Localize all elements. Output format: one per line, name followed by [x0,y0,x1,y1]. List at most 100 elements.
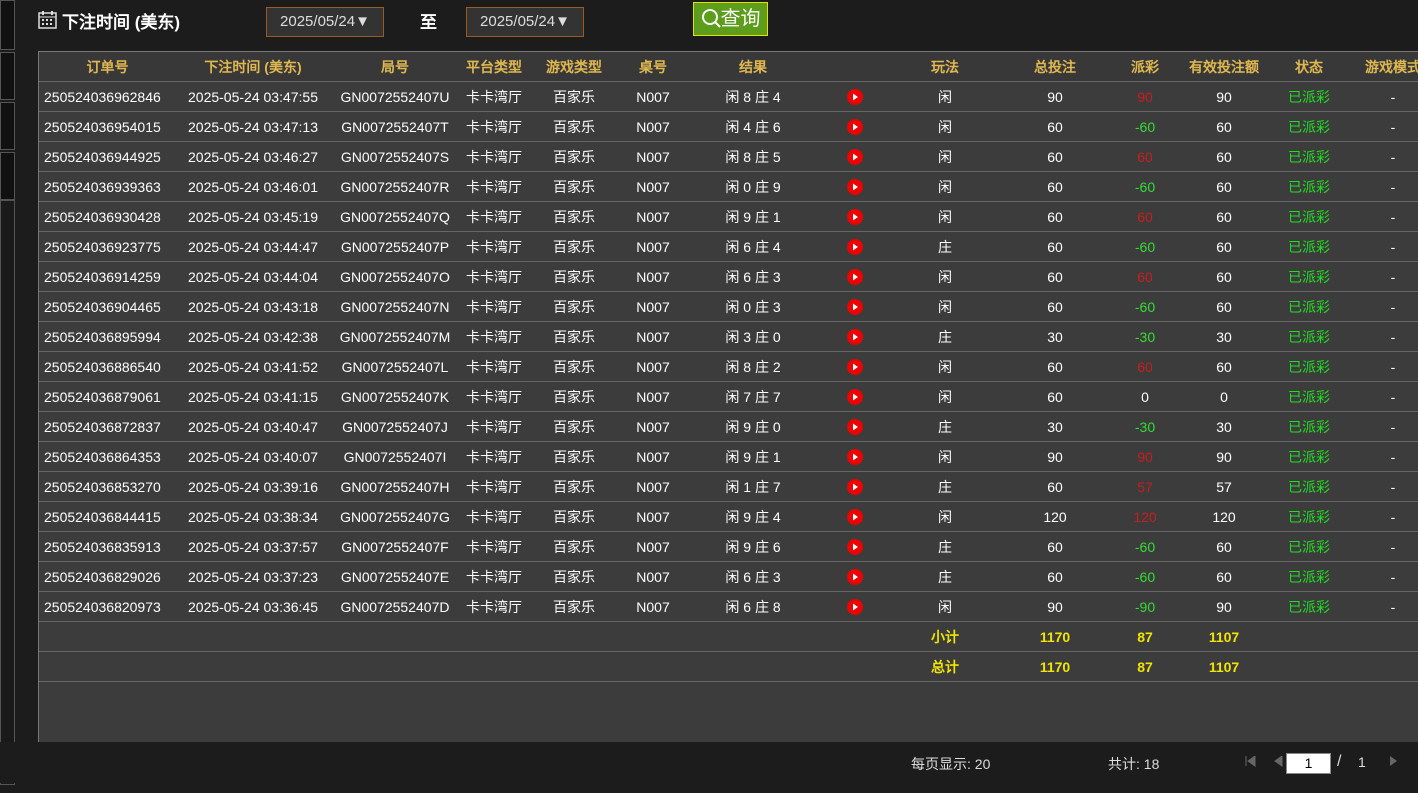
cell: 百家乐 [528,321,620,352]
page-input[interactable]: 1 [1286,753,1331,774]
cell: GN0072552407F [330,531,460,562]
cell: GN0072552407I [330,441,460,472]
cell: 30 [1000,411,1110,442]
play-icon[interactable] [847,449,863,465]
cell: 60 [1000,111,1110,142]
header-row: 订单号 下注时间 (美东) 局号 平台类型 游戏类型 桌号 结果 玩法 总投注 派彩 有效投注额 状态… [39,52,1418,82]
cell: 闲 9 庄 1 [686,201,820,232]
play-icon[interactable] [847,119,863,135]
cell: 250524036895994 [39,321,176,352]
cell: - [1350,531,1418,562]
cell: 闲 9 庄 6 [686,531,820,562]
play-icon[interactable] [847,329,863,345]
cell: - [1350,291,1418,322]
cell: 60 [1110,201,1180,232]
cell: 百家乐 [528,291,620,322]
empty-cell [686,651,820,682]
cell: -60 [1110,531,1180,562]
start-date[interactable]: 2025/05/24▼ [266,7,384,37]
cell: 90 [1000,591,1110,622]
end-date[interactable]: 2025/05/24▼ [466,7,584,37]
page-separator: / [1337,753,1342,770]
cell: 闲 [890,381,1000,412]
total-cell: 1170 [1000,621,1110,652]
video-cell [820,351,890,382]
column-header: 派彩 [1110,52,1180,82]
column-header: 局号 [330,52,460,82]
cell: 卡卡湾厅 [460,321,528,352]
cell: 闲 [890,291,1000,322]
cell: 已派彩 [1268,441,1350,472]
empty-cell [820,621,890,652]
cell: 60 [1000,381,1110,412]
cell: N007 [620,291,686,322]
video-cell [820,321,890,352]
cell: 2025-05-24 03:37:23 [176,561,330,592]
column-header: 下注时间 (美东) [176,52,330,82]
cell: GN0072552407J [330,411,460,442]
cell: 百家乐 [528,591,620,622]
cell: 60 [1000,291,1110,322]
cell: 百家乐 [528,261,620,292]
play-icon[interactable] [847,389,863,405]
search-button[interactable]: 查询 [693,2,768,36]
cell: 2025-05-24 03:47:55 [176,81,330,112]
cell: 60 [1180,231,1268,262]
cell: 卡卡湾厅 [460,231,528,262]
column-header: 有效投注额 [1180,52,1268,82]
cell: 闲 3 庄 0 [686,321,820,352]
play-icon[interactable] [847,179,863,195]
cell: GN0072552407M [330,321,460,352]
bet-row: 250524036914259 2025-05-24 03:44:04 GN0072… [39,261,1418,292]
play-icon[interactable] [847,569,863,585]
play-icon[interactable] [847,359,863,375]
total-cell: 87 [1110,651,1180,682]
cell: 庄 [890,411,1000,442]
cell: N007 [620,201,686,232]
cell: 250524036879061 [39,381,176,412]
play-icon[interactable] [847,509,863,525]
play-icon[interactable] [847,299,863,315]
filter-label: 下注时间 (美东) [62,13,181,32]
play-icon[interactable] [847,539,863,555]
video-cell [820,441,890,472]
cell: 250524036820973 [39,591,176,622]
play-icon[interactable] [847,209,863,225]
cell: 60 [1000,201,1110,232]
play-icon[interactable] [847,239,863,255]
play-icon[interactable] [847,599,863,615]
cell: N007 [620,561,686,592]
side-tab[interactable] [0,152,15,200]
cell: N007 [620,351,686,382]
cell: - [1350,381,1418,412]
side-tab[interactable] [0,52,15,100]
video-cell [820,141,890,172]
cell: 闲 8 庄 5 [686,141,820,172]
cell: 250524036939363 [39,171,176,202]
play-icon[interactable] [847,479,863,495]
cell: N007 [620,111,686,142]
next-button[interactable] [1388,756,1400,768]
cell: 闲 6 庄 3 [686,261,820,292]
side-tab[interactable] [0,0,15,50]
play-icon[interactable] [847,149,863,165]
bet-row: 250524036930428 2025-05-24 03:45:19 GN0072… [39,201,1418,232]
play-icon[interactable] [847,269,863,285]
prev-buttons[interactable] [1244,756,1284,768]
empty-cell [620,621,686,652]
cell: 卡卡湾厅 [460,201,528,232]
total-cell: 87 [1110,621,1180,652]
cell: N007 [620,321,686,352]
cell: 卡卡湾厅 [460,381,528,412]
cell: 百家乐 [528,81,620,112]
side-tab[interactable] [0,102,15,150]
cell: 闲 [890,201,1000,232]
cell: 250524036944925 [39,141,176,172]
play-icon[interactable] [847,419,863,435]
cell: 60 [1180,561,1268,592]
cell: N007 [620,171,686,202]
video-cell [820,81,890,112]
cell: 闲 [890,441,1000,472]
play-icon[interactable] [847,89,863,105]
